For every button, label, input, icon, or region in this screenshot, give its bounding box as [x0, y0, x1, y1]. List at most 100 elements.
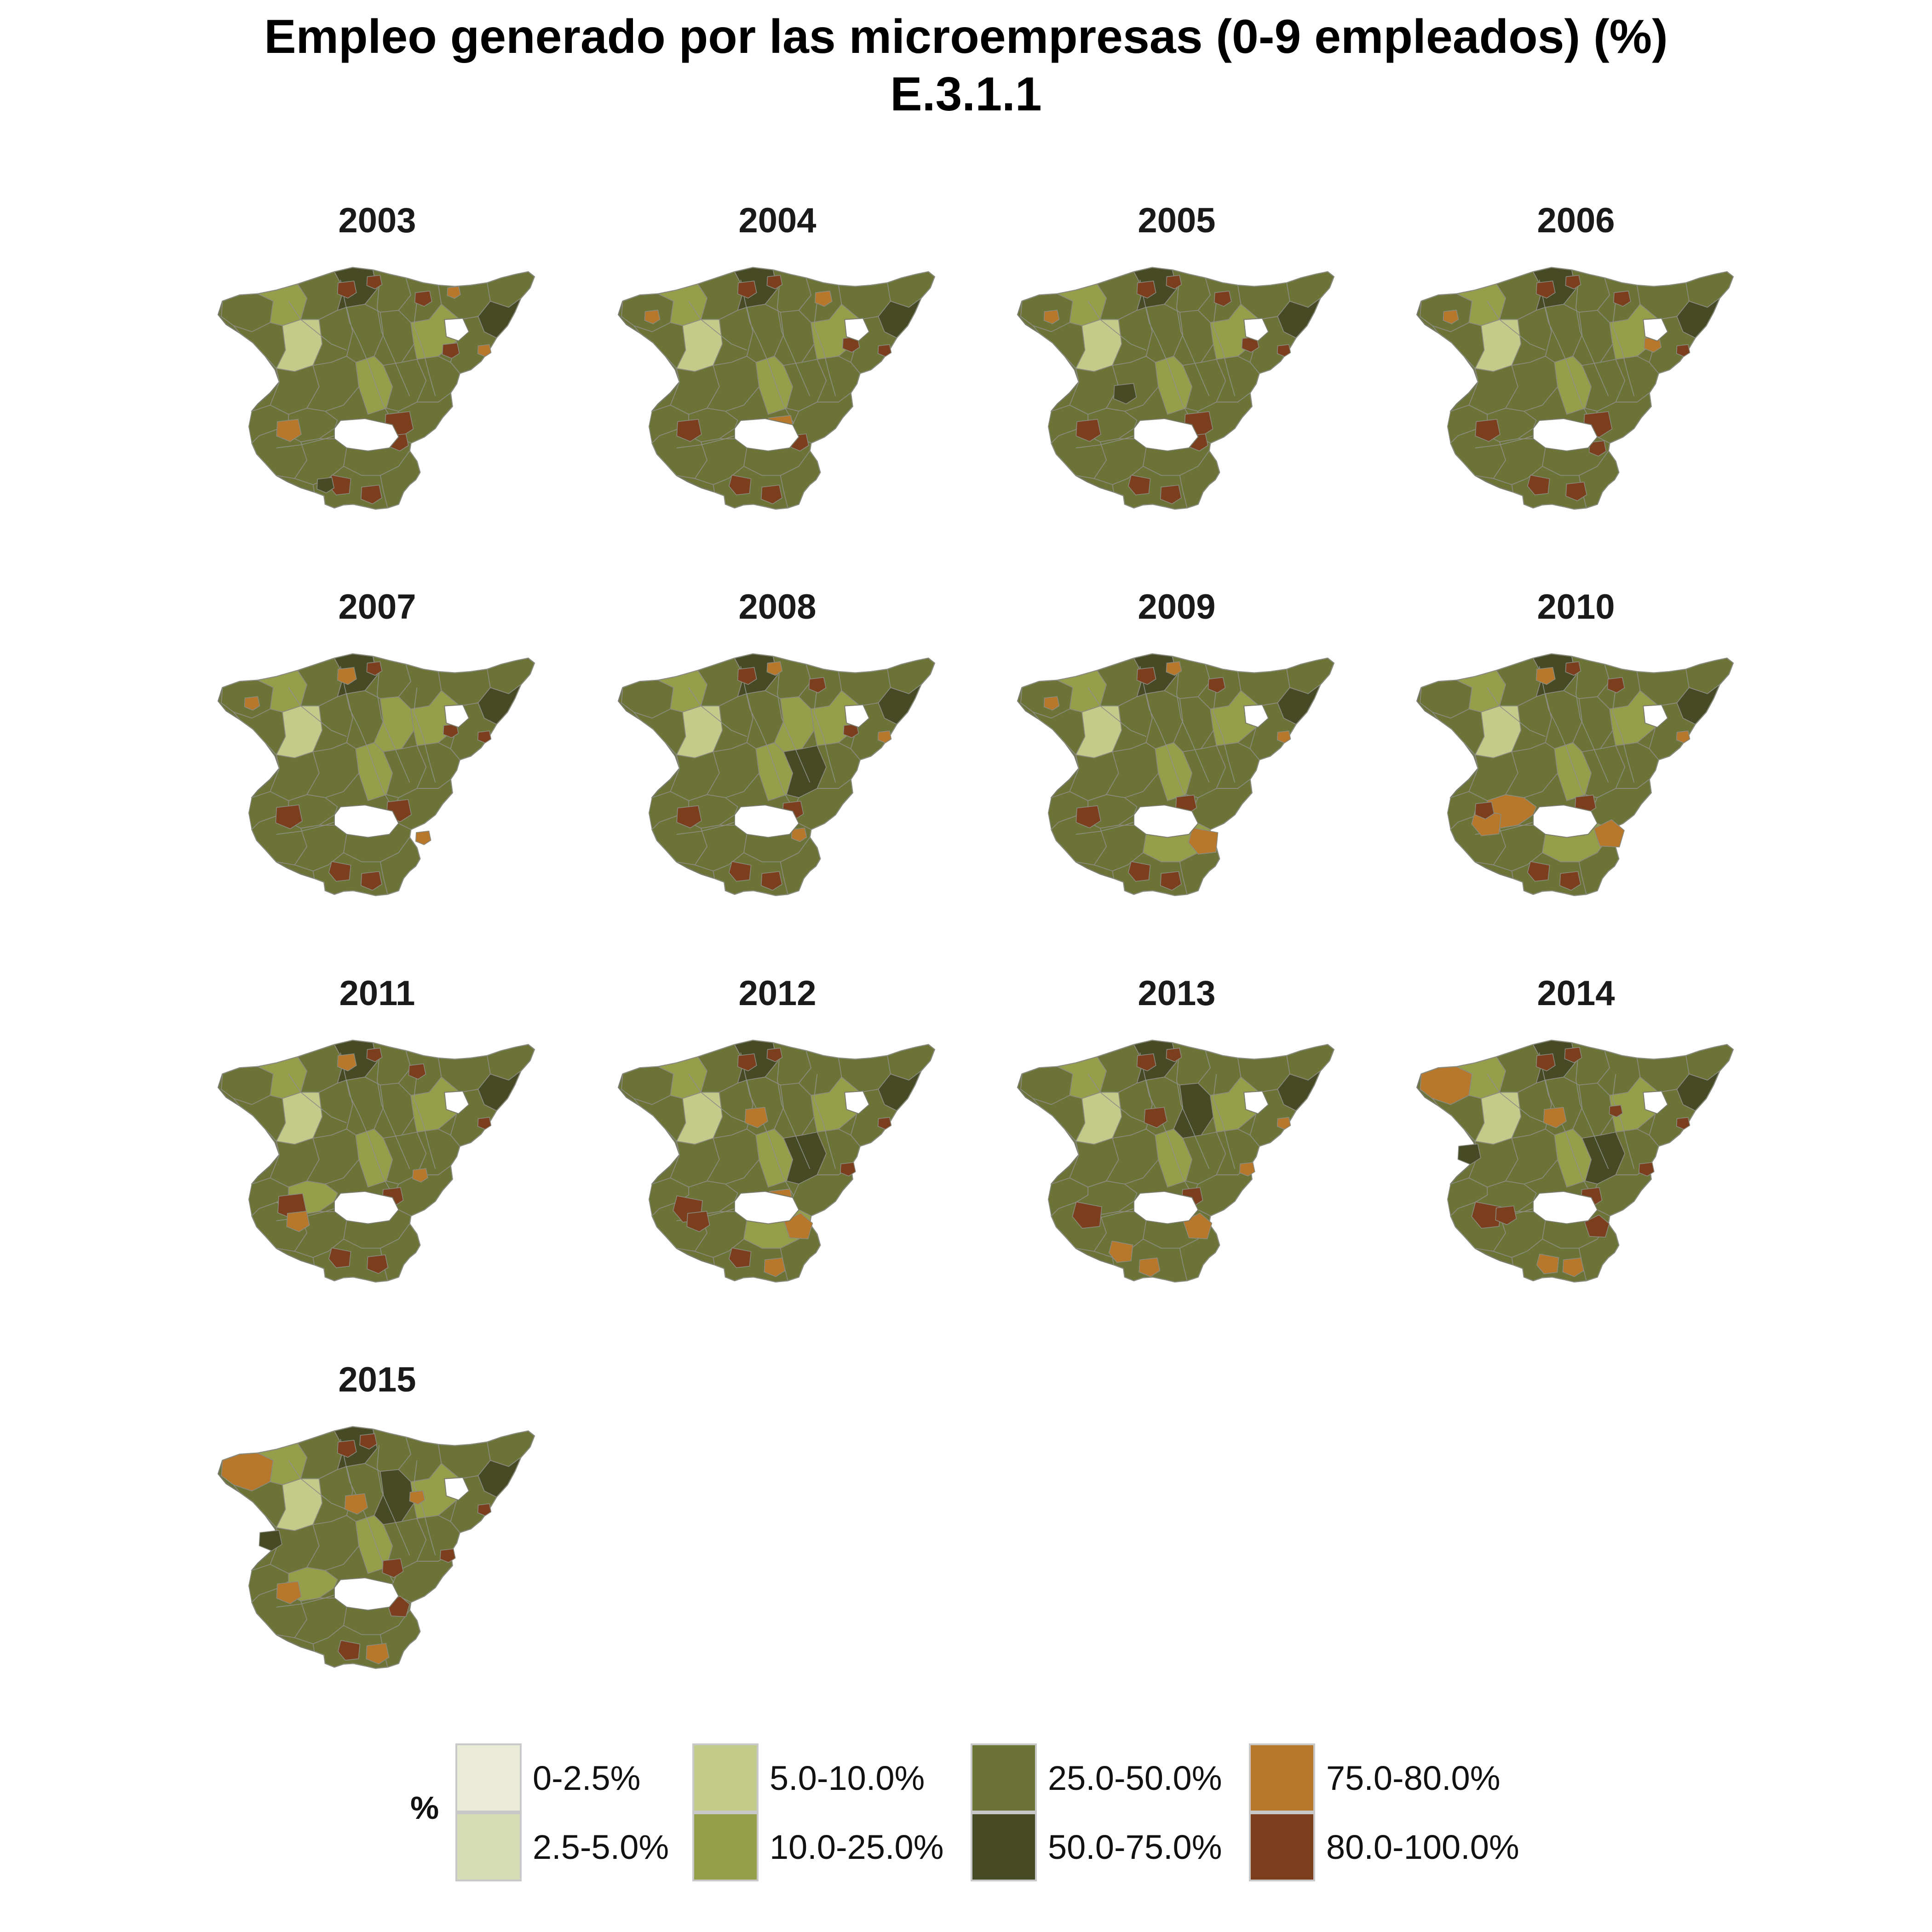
municipality-highlight: [1613, 290, 1631, 307]
map-panel: 2014: [1397, 973, 1755, 1295]
municipality-boundary: [740, 666, 794, 811]
municipality-boundary: [1139, 280, 1194, 424]
municipality-highlight: [360, 871, 382, 891]
municipality-region: [1032, 1095, 1086, 1142]
legend-swatch: [1249, 1812, 1315, 1881]
choropleth-map: [1017, 1040, 1335, 1283]
municipality-highlight: [764, 1257, 786, 1277]
municipality-boundary: [1176, 672, 1210, 783]
municipality-boundary: [1176, 1058, 1210, 1169]
municipality-highlight: [477, 1503, 492, 1516]
municipality-boundary: [1576, 1058, 1609, 1169]
municipality-boundary: [1213, 301, 1236, 397]
enclave-gap: [1532, 1190, 1598, 1225]
municipality-highlight: [1276, 344, 1291, 357]
municipality-region: [706, 356, 760, 412]
map-panel: 2006: [1397, 200, 1755, 522]
municipality-highlight: [1072, 1201, 1102, 1229]
municipality-highlight: [877, 730, 892, 743]
municipality-region: [632, 1095, 686, 1142]
legend-swatch: [455, 1743, 522, 1812]
municipality-region: [887, 658, 935, 695]
municipality-highlight: [1565, 481, 1587, 501]
municipality-highlight: [276, 419, 302, 442]
municipality-highlight: [412, 1168, 428, 1183]
municipality-highlight: [337, 667, 357, 685]
legend-swatch: [971, 1743, 1037, 1812]
municipality-highlight: [1471, 1201, 1501, 1229]
municipality-highlight: [1676, 1117, 1690, 1130]
municipality-boundary: [777, 1058, 811, 1169]
municipality-highlight: [1475, 419, 1501, 442]
municipality-highlight: [1276, 1117, 1291, 1130]
municipality-highlight: [477, 344, 492, 357]
legend: % 0-2.5% 2.5-5.0% 5.0-10.0% 10.0-25.0% 25.0-…: [405, 1743, 1601, 1881]
municipality-boundary: [813, 687, 836, 783]
municipality-highlight: [366, 661, 383, 676]
enclave-gap: [444, 704, 470, 728]
municipality-boundary: [1087, 687, 1146, 737]
municipality-highlight: [1136, 667, 1156, 685]
municipality-highlight: [686, 1211, 710, 1232]
municipality-region: [1431, 1095, 1485, 1142]
enclave-gap: [444, 1090, 470, 1115]
enclave-gap: [1643, 1090, 1668, 1115]
municipality-highlight: [366, 1047, 383, 1063]
municipality-highlight: [1607, 677, 1625, 693]
legend-label: 50.0-75.0%: [1048, 1828, 1222, 1866]
municipality-highlight: [737, 667, 757, 685]
map-panel: 2009: [997, 586, 1356, 908]
municipality-highlight: [1565, 275, 1581, 290]
municipality-boundary: [1139, 666, 1194, 811]
choropleth-map: [1017, 653, 1335, 897]
municipality-highlight: [1559, 871, 1581, 891]
municipality-boundary: [377, 672, 410, 783]
municipality-highlight: [1527, 861, 1550, 882]
municipality-highlight: [1144, 1107, 1167, 1128]
municipality-boundary: [1539, 280, 1593, 424]
municipality-boundary: [1612, 1074, 1635, 1169]
municipality-region: [632, 322, 686, 369]
municipality-highlight: [1127, 861, 1151, 882]
municipality-region: [1685, 1044, 1734, 1081]
municipality-highlight: [382, 1558, 404, 1578]
municipality-highlight: [814, 290, 833, 307]
municipality-highlight: [447, 286, 461, 299]
municipality-region: [1685, 658, 1734, 695]
municipality-highlight: [1609, 1104, 1623, 1118]
municipality-highlight: [415, 830, 431, 845]
municipality-region: [487, 658, 535, 695]
municipality-highlight: [737, 1053, 757, 1072]
enclave-gap: [1133, 1190, 1199, 1225]
enclave-gap: [1532, 418, 1598, 452]
municipality-highlight: [1588, 440, 1607, 457]
municipality-highlight: [276, 1581, 302, 1604]
legend-label: 0-2.5%: [533, 1759, 641, 1797]
municipality-boundary: [288, 1460, 347, 1510]
municipality-boundary: [1612, 687, 1635, 783]
municipality-highlight: [1495, 1205, 1517, 1225]
municipality-highlight: [676, 805, 702, 828]
municipality-highlight: [1535, 281, 1556, 299]
municipality-region: [1286, 1044, 1334, 1081]
map-panel: 2015: [198, 1359, 557, 1681]
municipality-highlight: [408, 1063, 426, 1080]
municipality-highlight: [1527, 474, 1550, 495]
municipality-boundary: [340, 666, 394, 811]
municipality-boundary: [777, 286, 811, 397]
municipality-highlight: [275, 804, 303, 829]
enclave-gap: [1133, 804, 1199, 838]
municipality-highlight: [414, 290, 432, 307]
choropleth-map: [617, 1040, 936, 1283]
legend-label: 25.0-50.0%: [1048, 1759, 1222, 1797]
municipality-highlight: [477, 730, 492, 743]
municipality-highlight: [259, 1530, 282, 1552]
enclave-gap: [1243, 317, 1269, 342]
legend-title: %: [410, 1790, 439, 1826]
municipality-highlight: [766, 1047, 783, 1063]
municipality-highlight: [744, 1107, 768, 1128]
legend-swatch: [971, 1812, 1037, 1881]
enclave-gap: [334, 1577, 399, 1611]
panel-title-year: 2003: [338, 201, 416, 240]
enclave-gap: [1243, 704, 1269, 728]
